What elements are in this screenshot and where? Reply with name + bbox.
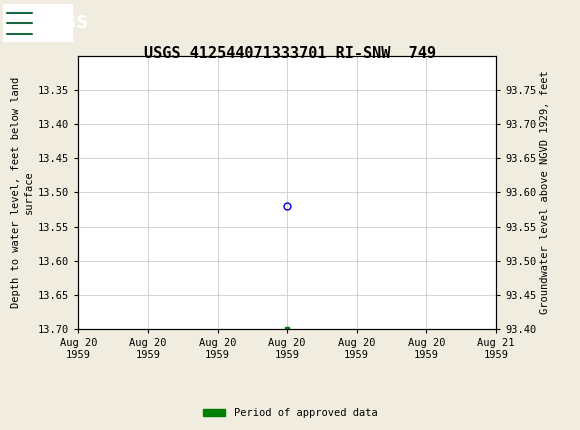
Y-axis label: Groundwater level above NGVD 1929, feet: Groundwater level above NGVD 1929, feet xyxy=(541,71,550,314)
Text: USGS: USGS xyxy=(38,14,89,31)
Legend: Period of approved data: Period of approved data xyxy=(198,404,382,423)
Y-axis label: Depth to water level, feet below land
surface: Depth to water level, feet below land su… xyxy=(12,77,34,308)
Text: USGS 412544071333701 RI-SNW  749: USGS 412544071333701 RI-SNW 749 xyxy=(144,46,436,61)
